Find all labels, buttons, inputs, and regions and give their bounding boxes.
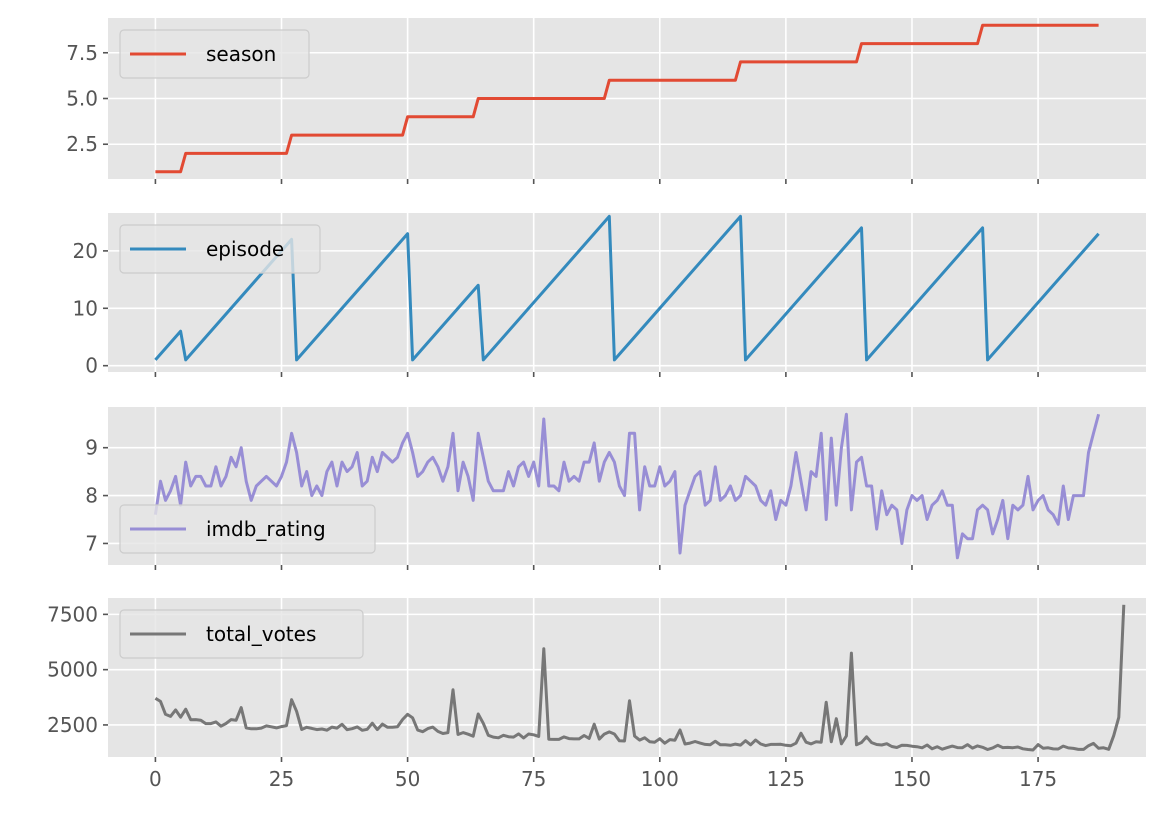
- y-tick-label: 9: [85, 436, 98, 460]
- x-tick-label: 0: [149, 767, 162, 791]
- subplot-2: 0 10 20 episode: [73, 213, 1146, 378]
- x-tick-label: 25: [269, 767, 294, 791]
- y-tick-label: 10: [73, 296, 98, 320]
- series-line-total-votes: [154, 604, 1126, 752]
- legend: total_votes: [119, 609, 364, 659]
- legend-box: [119, 224, 321, 274]
- y-tick-label: 5000: [47, 658, 98, 682]
- legend-box: [119, 29, 310, 79]
- legend-box: [119, 504, 376, 554]
- series-line-season: [155, 23, 1099, 174]
- y-tick-label: 7500: [47, 602, 98, 626]
- y-tick-label: 7: [85, 531, 98, 555]
- y-tick-label: 7.5: [66, 41, 98, 65]
- subplot-3: 7 8 9 imdb_rating: [85, 407, 1146, 570]
- x-tick-label: 150: [893, 767, 931, 791]
- x-tick-label: 75: [521, 767, 546, 791]
- x-tick-label: 175: [1019, 767, 1057, 791]
- legend: imdb_rating: [119, 504, 376, 554]
- x-tick-label: 125: [767, 767, 805, 791]
- legend-label: imdb_rating: [206, 517, 326, 541]
- y-tick-label: 0: [85, 354, 98, 378]
- x-tick-label: 50: [395, 767, 420, 791]
- x-tick-label: 100: [641, 767, 679, 791]
- y-tick-label: 8: [85, 484, 98, 508]
- y-tick-label: 5.0: [66, 87, 98, 111]
- legend-label: episode: [206, 237, 284, 261]
- subplot-4: 0 25 50 75 100 125 150 175 2500 5000 7500 total_vot…: [47, 598, 1146, 791]
- legend-label: total_votes: [206, 622, 316, 646]
- legend: season: [119, 29, 310, 79]
- legend-box: [119, 609, 364, 659]
- subplot-1: 2.5 5.0 7.5 season: [66, 18, 1146, 184]
- y-tick-label: 20: [73, 239, 98, 263]
- legend: episode: [119, 224, 321, 274]
- series-line-imdb-rating: [153, 412, 1101, 560]
- y-tick-label: 2500: [47, 713, 98, 737]
- legend-label: season: [206, 42, 276, 66]
- y-tick-label: 2.5: [66, 132, 98, 156]
